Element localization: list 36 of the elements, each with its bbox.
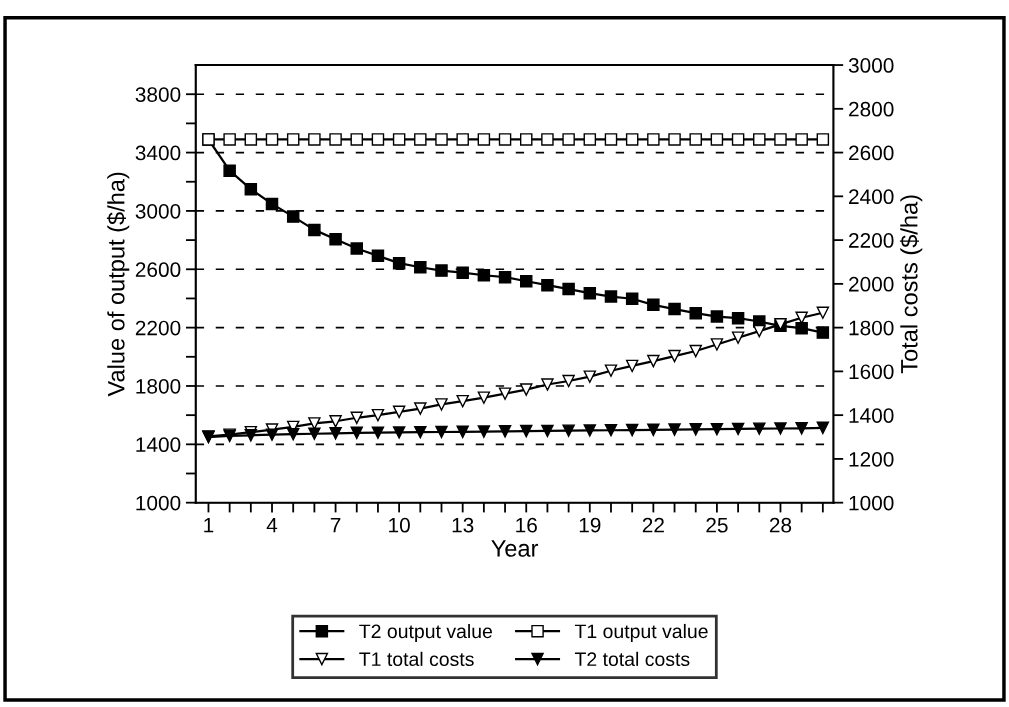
- x-tick-label: 13: [452, 517, 474, 533]
- y-axis-title: Value of output ($/ha): [106, 172, 130, 397]
- y-tick-label: 1000: [136, 495, 181, 511]
- x-axis-title: Year: [491, 540, 539, 557]
- legend-label: T2 total costs: [574, 651, 690, 667]
- x-tick-label: 10: [389, 517, 410, 533]
- x-tick-label: 4: [266, 518, 278, 533]
- y-tick-label: 1800: [136, 378, 181, 394]
- y2-tick-label: 2400: [849, 189, 894, 205]
- y2-tick-label: 2600: [849, 145, 894, 161]
- legend-label: T1 output value: [574, 623, 708, 643]
- y-tick-label: 3000: [135, 203, 181, 219]
- y2-tick-label: 1200: [849, 451, 894, 467]
- y-tick-label: 2200: [135, 320, 181, 336]
- y2-tick-label: 2000: [849, 276, 894, 292]
- x-tick-label: 22: [642, 517, 664, 533]
- y-tick-label: 2600: [135, 262, 181, 278]
- y2-tick-label: 2800: [849, 101, 894, 117]
- y2-tick-label: 1000: [849, 495, 894, 511]
- x-tick-label: 16: [516, 517, 537, 533]
- y2-tick-label: 1600: [849, 364, 894, 380]
- y2-tick-label: 1800: [849, 320, 894, 336]
- y2-tick-label: 3000: [848, 58, 894, 73]
- y-tick-label: 3400: [135, 145, 181, 161]
- y2-tick-label: 2200: [849, 233, 894, 248]
- legend-label: T2 output value: [359, 623, 492, 643]
- y-tick-label: 3800: [135, 87, 181, 102]
- legend-label: T1 total costs: [359, 651, 474, 667]
- x-tick-label: 7: [330, 518, 341, 533]
- y2-tick-label: 1400: [849, 408, 894, 423]
- x-tick-label: 25: [706, 517, 728, 533]
- x-tick-label: 1: [204, 518, 214, 533]
- y2-axis-title: Total costs ($/ha): [899, 195, 923, 374]
- x-tick-label: 19: [579, 517, 601, 533]
- x-tick-label: 28: [769, 517, 792, 533]
- y-tick-label: 1400: [136, 437, 181, 453]
